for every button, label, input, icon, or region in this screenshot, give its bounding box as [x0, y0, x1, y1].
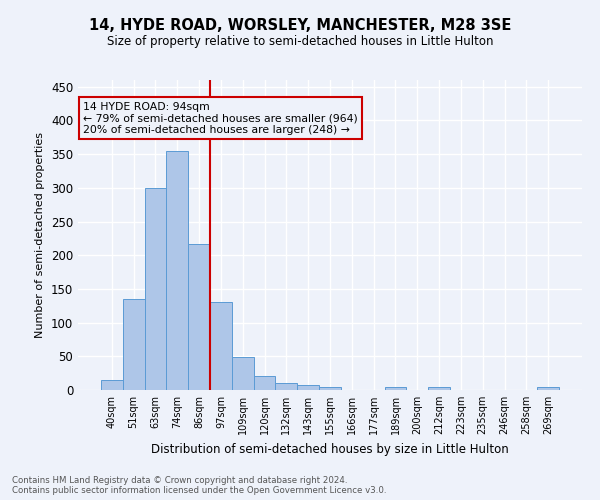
Bar: [123, 299, 145, 390]
Text: Size of property relative to semi-detached houses in Little Hulton: Size of property relative to semi-detach…: [107, 35, 493, 48]
Bar: [232, 357, 254, 390]
Bar: [537, 388, 559, 390]
Text: 14 HYDE ROAD: 94sqm
← 79% of semi-detached houses are smaller (964)
20% of semi-: 14 HYDE ROAD: 94sqm ← 79% of semi-detach…: [83, 102, 358, 135]
Bar: [297, 386, 319, 390]
Y-axis label: Number of semi-detached properties: Number of semi-detached properties: [35, 132, 46, 338]
Text: 14, HYDE ROAD, WORSLEY, MANCHESTER, M28 3SE: 14, HYDE ROAD, WORSLEY, MANCHESTER, M28 …: [89, 18, 511, 32]
Bar: [428, 388, 450, 390]
Text: Contains public sector information licensed under the Open Government Licence v3: Contains public sector information licen…: [12, 486, 386, 495]
Bar: [319, 388, 341, 390]
X-axis label: Distribution of semi-detached houses by size in Little Hulton: Distribution of semi-detached houses by …: [151, 442, 509, 456]
Bar: [275, 384, 297, 390]
Bar: [188, 244, 210, 390]
Bar: [166, 151, 188, 390]
Bar: [101, 380, 123, 390]
Bar: [145, 188, 166, 390]
Bar: [210, 302, 232, 390]
Text: Contains HM Land Registry data © Crown copyright and database right 2024.: Contains HM Land Registry data © Crown c…: [12, 476, 347, 485]
Bar: [254, 376, 275, 390]
Bar: [385, 388, 406, 390]
